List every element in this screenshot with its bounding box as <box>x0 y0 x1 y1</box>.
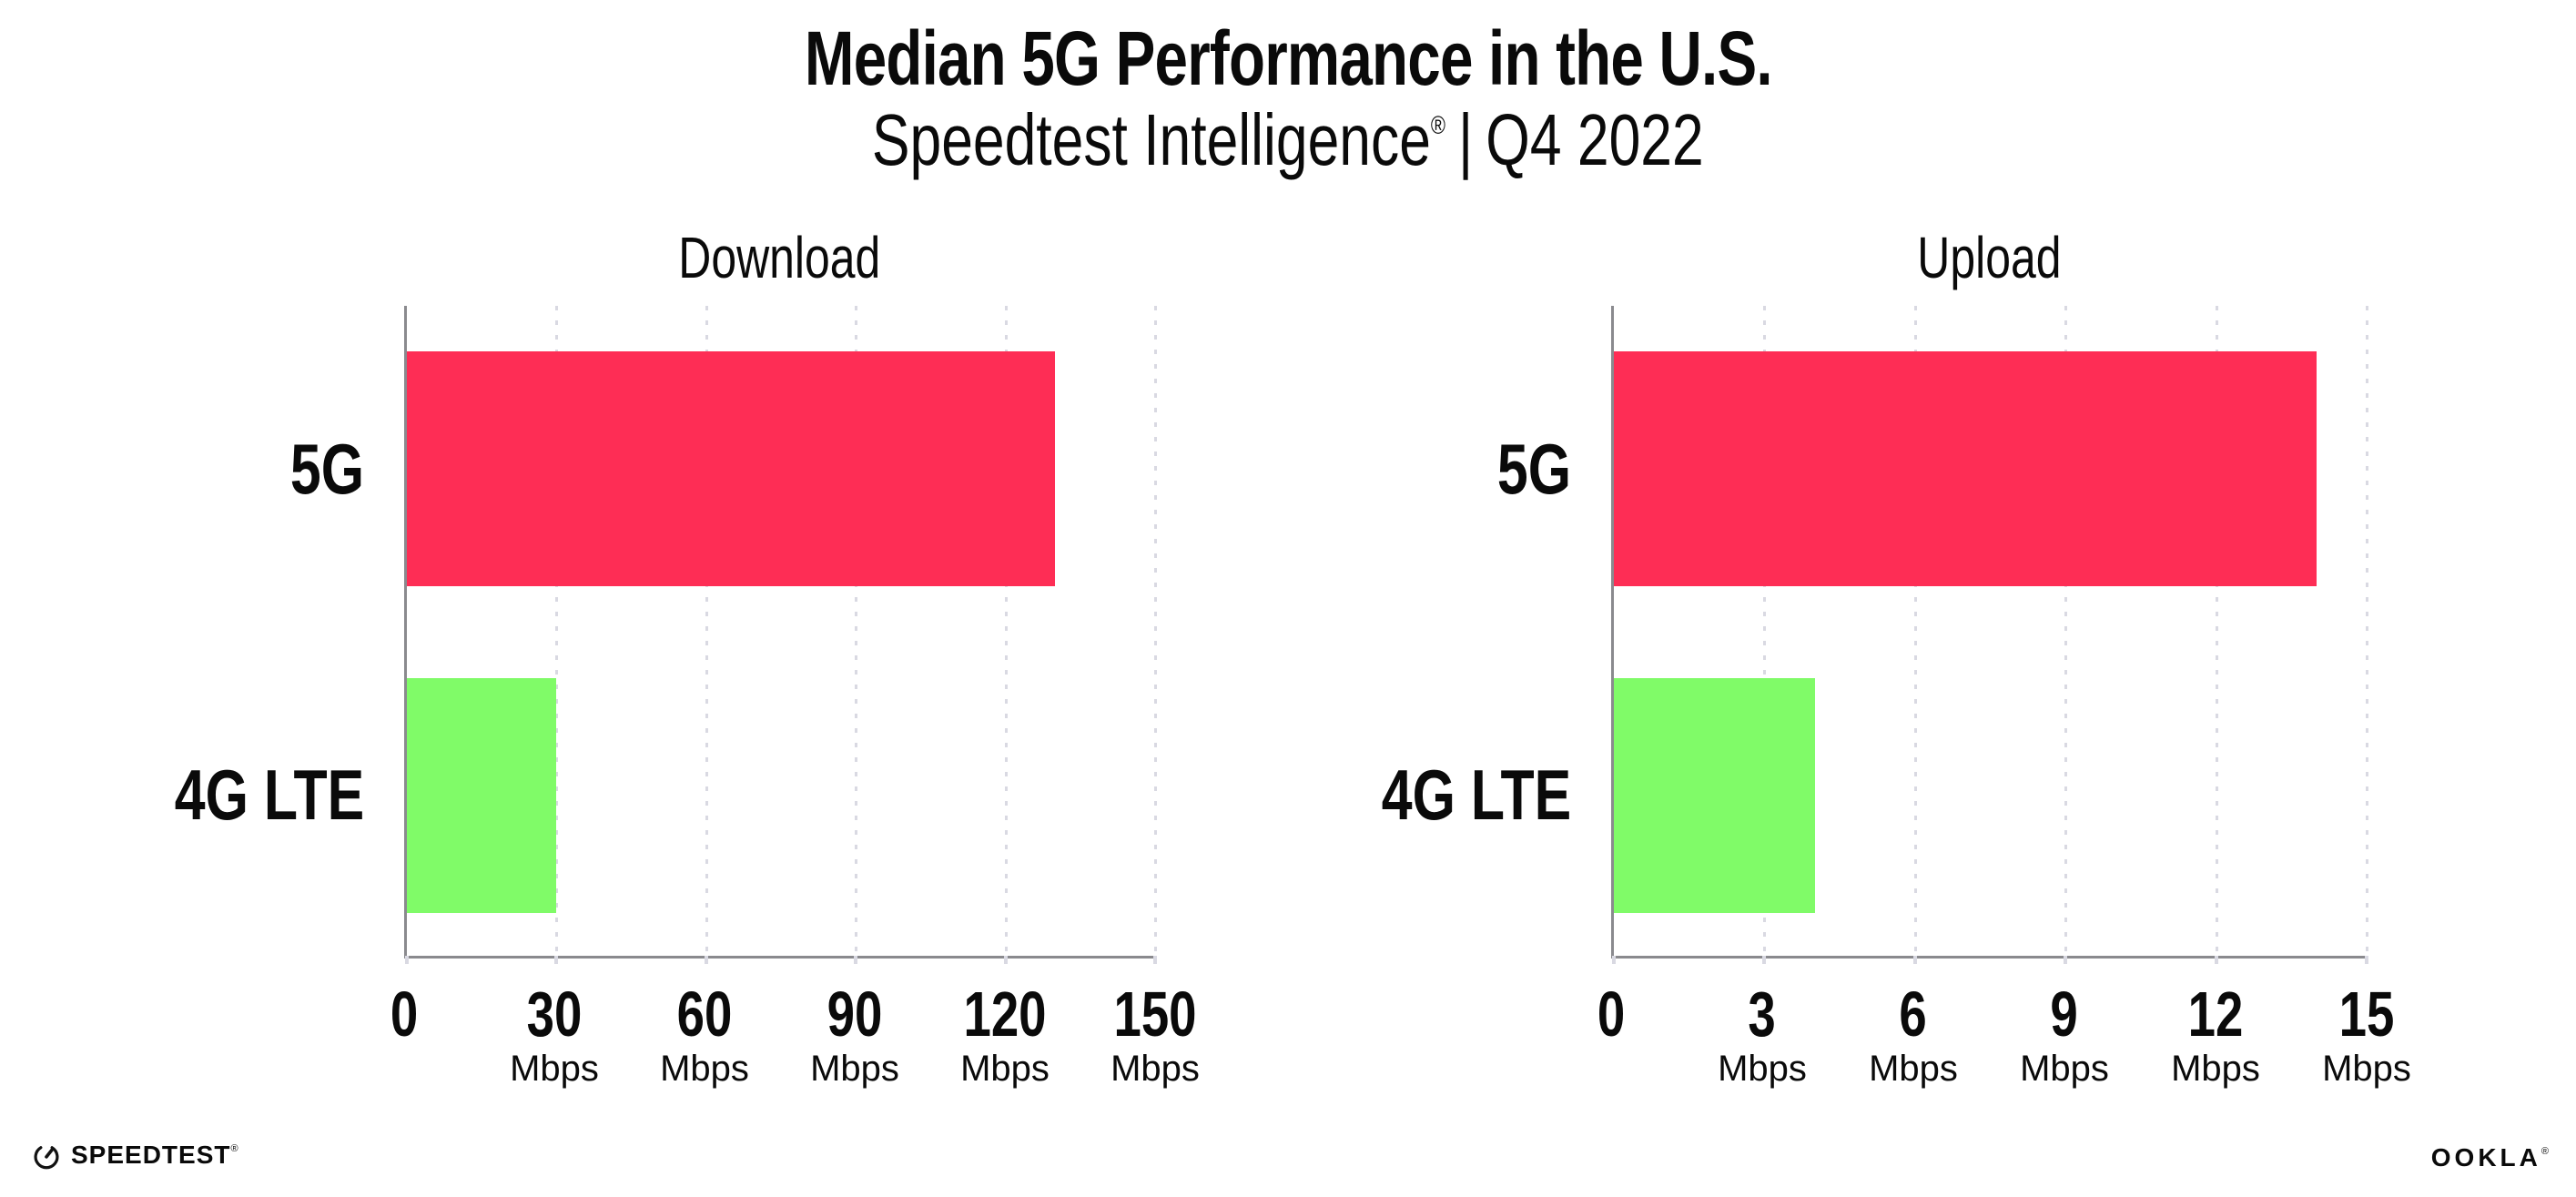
speedtest-logo: SPEEDTEST® <box>31 1140 238 1171</box>
x-tick-unit: Mbps <box>2322 1049 2411 1089</box>
axis-tickmark-9 <box>2064 956 2068 964</box>
axis-tickmark-6 <box>1912 956 1917 964</box>
ookla-registered-mark: ® <box>2541 1146 2549 1157</box>
x-tick-12: 12 Mbps <box>2171 981 2260 1090</box>
upload-chart-title: Upload <box>1611 224 2367 291</box>
ookla-wordmark: OOKLA <box>2430 1143 2541 1172</box>
gridline-3 <box>1763 306 1767 956</box>
x-tick-0: 0 <box>387 981 422 1047</box>
subtitle-period: Q4 2022 <box>1486 99 1704 180</box>
page-subtitle: Speedtest Intelligence® | Q4 2022 <box>0 98 2576 182</box>
x-tick-value: 120 <box>963 979 1047 1050</box>
category-label-5g: 5G <box>289 428 364 509</box>
speedtest-wordmark: SPEEDTEST <box>71 1141 231 1169</box>
x-tick-value: 0 <box>1597 979 1626 1050</box>
gridline-12 <box>2215 306 2218 956</box>
gridline-120 <box>1004 306 1008 956</box>
x-tick-unit: Mbps <box>810 1049 899 1089</box>
plot-area: 5G 4G LTE <box>1382 306 2368 964</box>
category-label-5g: 5G <box>1496 428 1571 509</box>
axis-tickmark-15 <box>2365 956 2368 964</box>
x-tick-value: 150 <box>1113 979 1197 1050</box>
x-tick-value: 60 <box>676 979 733 1050</box>
x-tick-unit: Mbps <box>1111 1049 1200 1089</box>
speedtest-gauge-icon <box>34 1146 59 1170</box>
gridline-150 <box>1154 306 1157 956</box>
x-tick-unit: Mbps <box>960 1049 1050 1089</box>
download-chart-title: Download <box>404 224 1155 291</box>
x-axis-ticks: 0 3 Mbps 6 Mbps 9 Mbps 12 Mbps 15 Mbps <box>1597 981 2411 1127</box>
x-tick-9: 9 Mbps <box>2020 981 2109 1090</box>
category-label-4g-lte: 4G LTE <box>174 755 364 836</box>
bar-5g-upload <box>1614 351 2317 587</box>
axis-tickmark-0 <box>1612 956 1616 964</box>
upload-chart-title-text: Upload <box>1916 225 2062 290</box>
axis-tickmark-150 <box>1153 956 1157 964</box>
axis-tickmark-30 <box>554 956 559 964</box>
x-tick-0: 0 <box>1594 981 1629 1047</box>
plot-area: 5G 4G LTE <box>175 306 1157 964</box>
page-title-text: Median 5G Performance in the U.S. <box>804 15 1773 101</box>
x-tick-value: 0 <box>390 979 419 1050</box>
speedtest-registered-mark: ® <box>230 1143 238 1154</box>
category-label-4g-lte: 4G LTE <box>1381 755 1571 836</box>
x-tick-unit: Mbps <box>2020 1049 2109 1089</box>
x-tick-value: 15 <box>2338 979 2395 1050</box>
bar-5g-download <box>407 351 1056 587</box>
subtitle-separator: | <box>1458 99 1474 180</box>
gridline-9 <box>2064 306 2068 956</box>
registered-mark: ® <box>1431 111 1446 139</box>
download-chart-title-text: Download <box>678 225 881 290</box>
x-tick-unit: Mbps <box>1869 1049 1958 1089</box>
download-chart-panel: Download 5G 4G LTE 0 30 Mbps 60 Mbps 90 Mbps 120… <box>140 215 1200 1134</box>
ookla-logo: OOKLA® <box>2431 1143 2549 1172</box>
axis-tickmark-12 <box>2214 956 2218 964</box>
gridline-60 <box>705 306 708 956</box>
x-tick-value: 12 <box>2187 979 2244 1050</box>
gridline-6 <box>1913 306 1917 956</box>
x-tick-60: 60 Mbps <box>660 981 749 1090</box>
x-tick-30: 30 Mbps <box>510 981 599 1090</box>
gridline-90 <box>855 306 858 956</box>
bar-4g-lte-upload <box>1614 677 1815 913</box>
x-tick-value: 6 <box>1899 979 1928 1050</box>
x-tick-3: 3 Mbps <box>1718 981 1807 1090</box>
page-title: Median 5G Performance in the U.S. <box>0 15 2576 103</box>
upload-chart-panel: Upload 5G 4G LTE 0 3 Mbps 6 Mbps 9 Mbps 12 Mbps 15… <box>1347 215 2411 1134</box>
x-tick-unit: Mbps <box>2171 1049 2260 1089</box>
axis-tickmark-120 <box>1003 956 1008 964</box>
x-tick-15: 15 Mbps <box>2322 981 2411 1090</box>
x-tick-value: 30 <box>526 979 583 1050</box>
x-tick-value: 9 <box>2050 979 2079 1050</box>
axis-tickmark-90 <box>854 956 858 964</box>
x-tick-unit: Mbps <box>660 1049 749 1089</box>
x-tick-unit: Mbps <box>510 1049 599 1089</box>
axis-tickmark-0 <box>405 956 409 964</box>
x-axis-ticks: 0 30 Mbps 60 Mbps 90 Mbps 120 Mbps 150 Mbps <box>390 981 1200 1127</box>
gridline-15 <box>2366 306 2368 956</box>
x-tick-6: 6 Mbps <box>1869 981 1958 1090</box>
x-tick-value: 3 <box>1748 979 1777 1050</box>
x-tick-150: 150 Mbps <box>1102 981 1209 1090</box>
axis-tickmark-3 <box>1762 956 1767 964</box>
gridline-30 <box>555 306 559 956</box>
x-tick-120: 120 Mbps <box>952 981 1059 1090</box>
axis-tickmark-60 <box>704 956 708 964</box>
page-subtitle-text: Speedtest Intelligence® | Q4 2022 <box>872 98 1704 182</box>
subtitle-brand: Speedtest Intelligence <box>872 99 1432 180</box>
x-tick-90: 90 Mbps <box>810 981 899 1090</box>
x-tick-value: 90 <box>827 979 883 1050</box>
bar-4g-lte-download <box>407 677 557 913</box>
x-tick-unit: Mbps <box>1718 1049 1807 1089</box>
